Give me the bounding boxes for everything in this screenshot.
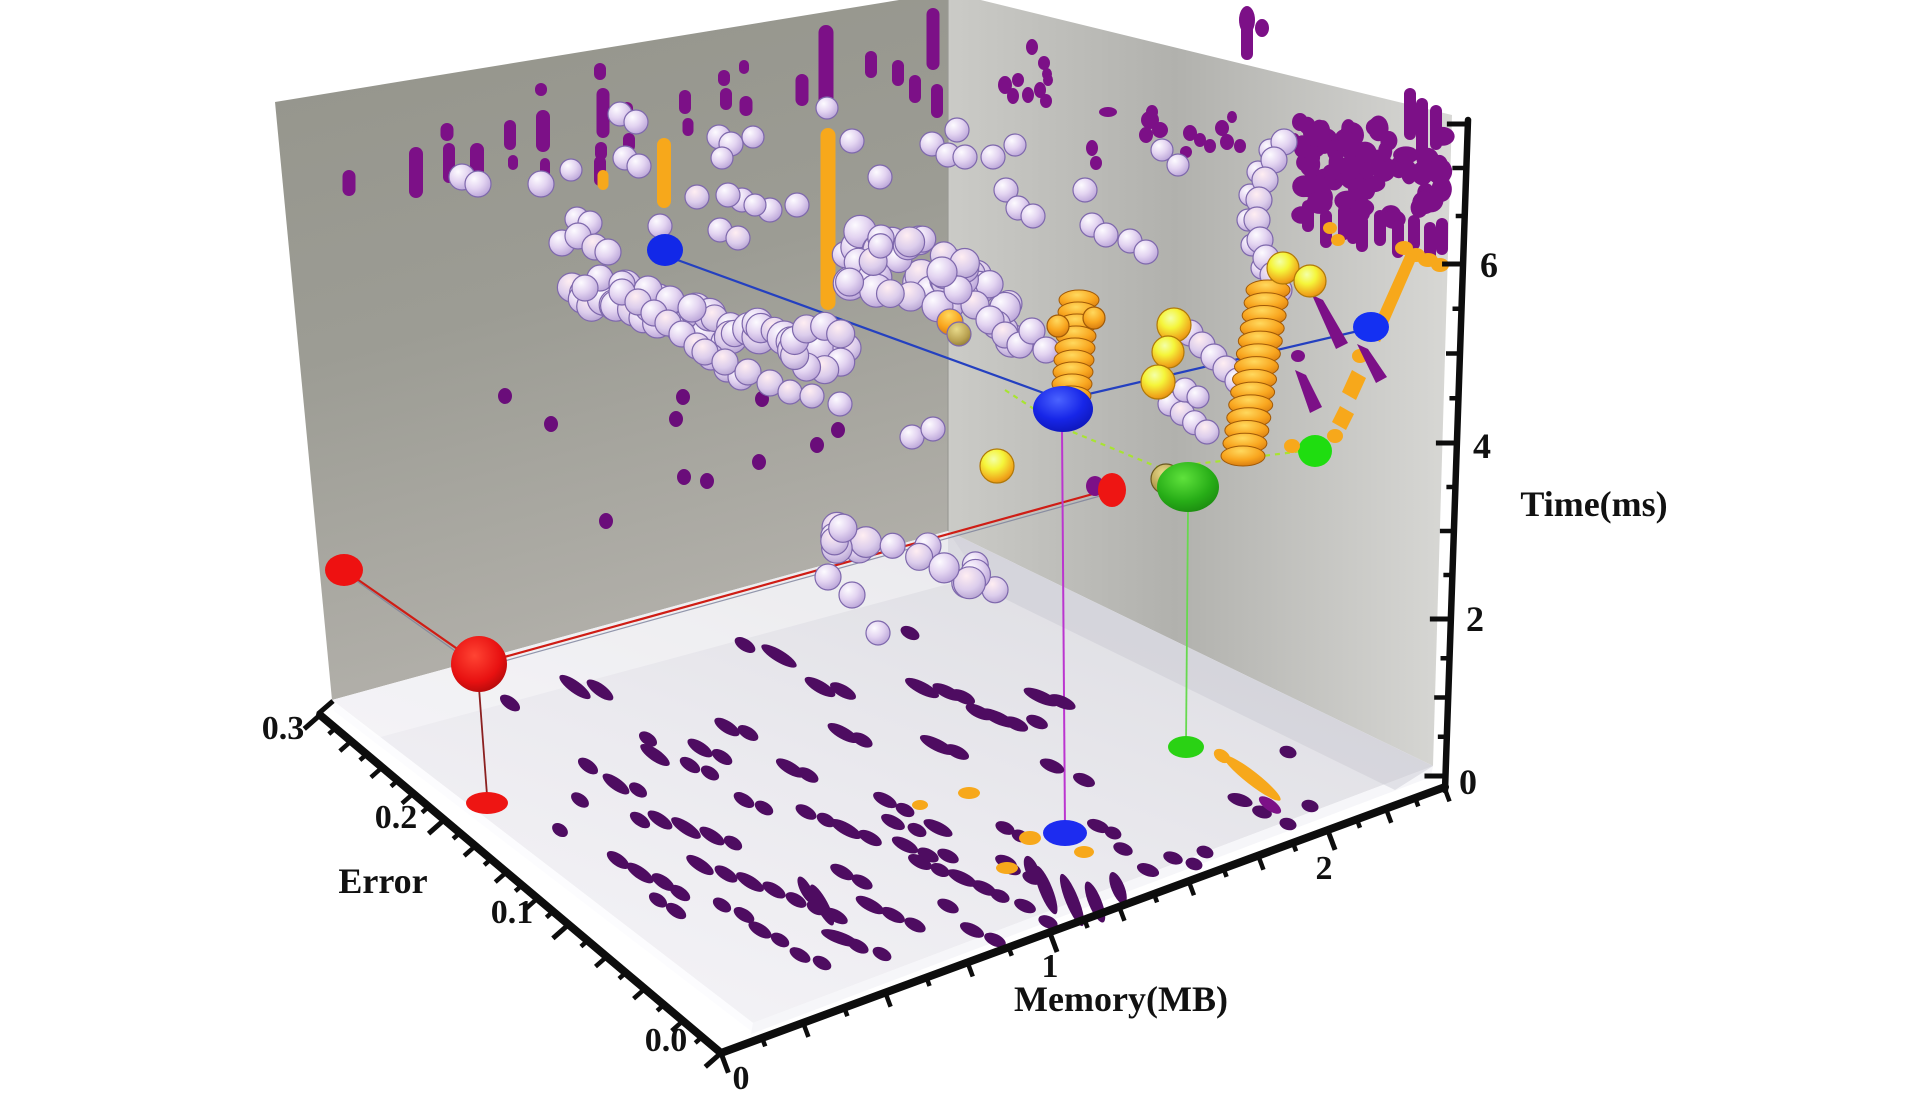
svg-text:0.3: 0.3: [262, 710, 305, 747]
svg-text:0.2: 0.2: [375, 799, 418, 836]
svg-text:0: 0: [1459, 762, 1477, 802]
svg-text:2: 2: [1466, 599, 1484, 639]
svg-text:1: 1: [1042, 948, 1059, 985]
svg-text:Memory(MB): Memory(MB): [1014, 979, 1228, 1019]
svg-text:0.0: 0.0: [645, 1022, 688, 1059]
svg-text:Time(ms): Time(ms): [1520, 484, 1667, 524]
svg-text:0: 0: [733, 1060, 750, 1097]
svg-text:0.1: 0.1: [491, 894, 534, 931]
svg-text:Error: Error: [338, 861, 427, 901]
svg-text:2: 2: [1316, 850, 1333, 887]
svg-text:6: 6: [1480, 245, 1498, 285]
svg-text:4: 4: [1473, 426, 1491, 466]
